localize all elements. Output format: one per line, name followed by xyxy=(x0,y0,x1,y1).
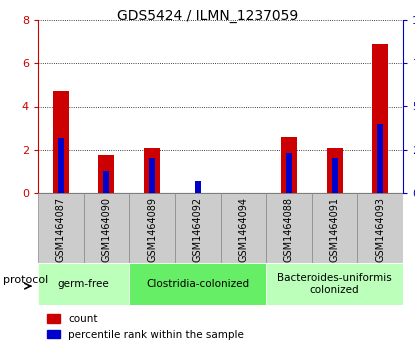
Bar xyxy=(98,155,115,193)
Bar xyxy=(332,158,337,193)
Text: GSM1464088: GSM1464088 xyxy=(284,196,294,261)
Text: GDS5424 / ILMN_1237059: GDS5424 / ILMN_1237059 xyxy=(117,9,298,23)
Bar xyxy=(149,158,155,193)
Bar xyxy=(84,193,129,263)
Bar xyxy=(195,181,201,193)
Text: Bacteroides-uniformis
colonized: Bacteroides-uniformis colonized xyxy=(277,273,392,295)
Bar xyxy=(266,263,403,305)
Text: GSM1464093: GSM1464093 xyxy=(375,196,385,261)
Text: GSM1464094: GSM1464094 xyxy=(238,196,248,261)
Bar xyxy=(58,138,64,193)
Bar xyxy=(38,263,129,305)
Bar xyxy=(286,153,292,193)
Bar xyxy=(175,193,220,263)
Bar xyxy=(327,148,342,193)
Bar xyxy=(357,193,403,263)
Bar xyxy=(53,91,69,193)
Bar xyxy=(372,44,388,193)
Text: protocol: protocol xyxy=(3,275,48,285)
Bar xyxy=(190,192,206,193)
Text: GSM1464087: GSM1464087 xyxy=(56,196,66,262)
Text: GSM1464092: GSM1464092 xyxy=(193,196,203,262)
Bar xyxy=(266,193,312,263)
Legend: count, percentile rank within the sample: count, percentile rank within the sample xyxy=(43,310,248,344)
Bar xyxy=(235,192,251,193)
Bar xyxy=(38,193,84,263)
Text: GSM1464090: GSM1464090 xyxy=(101,196,112,261)
Bar xyxy=(312,193,357,263)
Bar xyxy=(129,263,266,305)
Bar xyxy=(377,124,383,193)
Text: germ-free: germ-free xyxy=(58,279,110,289)
Bar xyxy=(220,193,266,263)
Text: Clostridia-colonized: Clostridia-colonized xyxy=(146,279,249,289)
Bar xyxy=(129,193,175,263)
Text: GSM1464091: GSM1464091 xyxy=(330,196,339,261)
Bar xyxy=(103,171,110,193)
Bar xyxy=(281,137,297,193)
Text: GSM1464089: GSM1464089 xyxy=(147,196,157,261)
Bar xyxy=(144,148,160,193)
